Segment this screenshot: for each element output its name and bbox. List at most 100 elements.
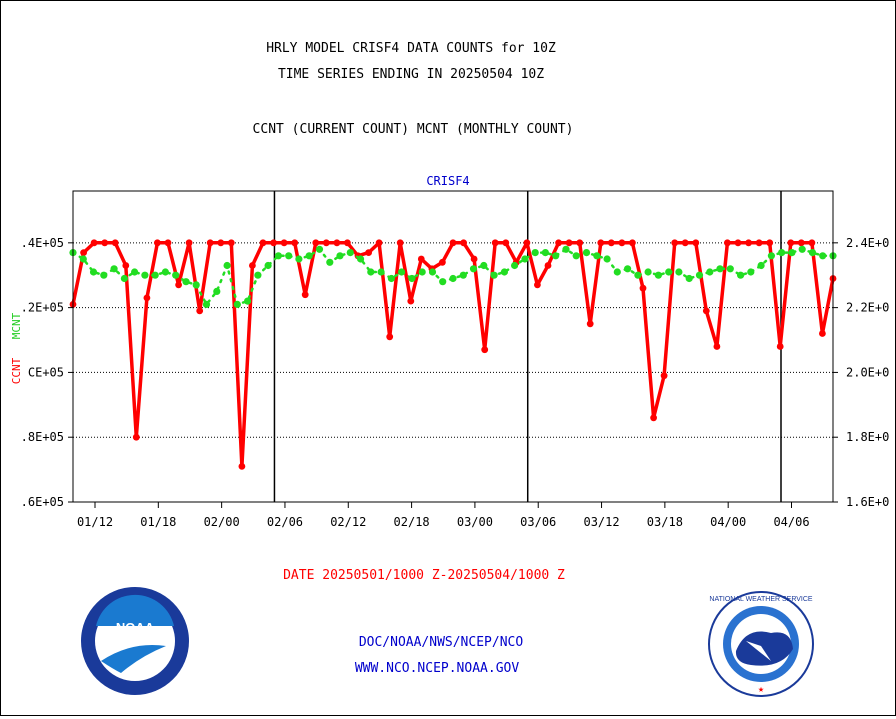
data-point-mcnt — [264, 261, 272, 270]
svg-text:NOAA: NOAA — [116, 620, 155, 635]
x-tick-label: 03/06 — [520, 515, 556, 529]
data-point-ccnt — [417, 255, 425, 263]
noaa-logo: NOAA — [81, 587, 189, 695]
data-point-ccnt — [143, 294, 151, 302]
data-point-mcnt — [377, 268, 385, 276]
chart-title-line2: TIME SERIES ENDING IN 20250504 10Z — [278, 67, 544, 82]
data-point-ccnt — [576, 239, 584, 247]
data-point-mcnt — [808, 249, 817, 257]
data-point-mcnt — [819, 252, 827, 260]
data-point-ccnt — [238, 463, 246, 470]
data-point-mcnt — [665, 268, 673, 276]
data-point-ccnt — [365, 249, 372, 256]
data-point-mcnt — [305, 252, 313, 260]
data-point-ccnt — [650, 414, 657, 422]
y-left-tick-label: .4E+05 — [21, 236, 64, 250]
data-point-ccnt — [724, 239, 731, 247]
data-point-mcnt — [521, 255, 529, 263]
y-right-tick-label: 2.2E+0 — [846, 301, 889, 315]
data-point-mcnt — [552, 252, 560, 260]
data-point-mcnt — [285, 252, 293, 260]
data-point-ccnt — [312, 239, 320, 247]
panel-title: CRISF4 — [426, 174, 469, 188]
data-point-ccnt — [111, 239, 119, 247]
y-axis-label-ccnt: CCNT — [10, 357, 23, 384]
data-point-mcnt — [192, 281, 200, 289]
data-point-ccnt — [132, 433, 140, 441]
data-point-ccnt — [185, 239, 193, 247]
data-point-ccnt — [375, 239, 383, 247]
data-point-ccnt — [618, 239, 626, 247]
svg-text:NATIONAL WEATHER SERVICE: NATIONAL WEATHER SERVICE — [709, 596, 813, 603]
data-point-ccnt — [280, 239, 288, 247]
data-point-ccnt — [523, 239, 531, 247]
data-point-mcnt — [141, 271, 149, 279]
data-point-ccnt — [217, 239, 225, 247]
y-left-tick-label: .6E+05 — [21, 495, 64, 509]
data-point-ccnt — [196, 307, 204, 315]
x-tick-label: 02/06 — [267, 515, 303, 529]
y-left-tick-label: CE+05 — [28, 365, 64, 379]
data-point-ccnt — [80, 249, 87, 256]
data-point-mcnt — [695, 271, 704, 279]
data-point-ccnt — [776, 343, 784, 350]
data-point-mcnt — [469, 265, 478, 273]
data-point-ccnt — [745, 239, 752, 247]
data-point-ccnt — [766, 239, 774, 247]
data-point-mcnt — [295, 255, 303, 263]
data-point-ccnt — [692, 239, 700, 247]
data-point-mcnt — [644, 268, 652, 276]
data-point-mcnt — [131, 268, 139, 276]
data-point-mcnt — [202, 300, 211, 308]
data-point-mcnt — [593, 252, 601, 260]
data-point-mcnt — [685, 274, 693, 283]
data-point-ccnt — [396, 239, 404, 247]
data-point-ccnt — [470, 255, 478, 263]
y-left-tick-label: .2E+05 — [21, 301, 64, 315]
data-point-ccnt — [407, 297, 415, 305]
data-point-ccnt — [259, 239, 267, 247]
data-point-ccnt — [787, 239, 795, 247]
data-point-ccnt — [386, 333, 394, 341]
footer-org: DOC/NOAA/NWS/NCEP/NCO — [359, 635, 524, 650]
data-point-mcnt — [706, 268, 714, 276]
data-point-mcnt — [100, 271, 108, 279]
data-point-ccnt — [681, 239, 689, 247]
data-point-mcnt — [654, 271, 663, 279]
data-point-mcnt — [788, 249, 796, 257]
y-right-tick-label: 1.8E+0 — [846, 430, 889, 444]
data-point-mcnt — [726, 265, 734, 273]
data-point-mcnt — [737, 271, 745, 279]
data-point-ccnt — [819, 330, 826, 337]
data-point-ccnt — [808, 239, 816, 247]
data-point-ccnt — [555, 239, 562, 247]
data-point-mcnt — [747, 268, 755, 276]
data-point-ccnt — [206, 239, 214, 247]
data-point-ccnt — [90, 239, 98, 247]
data-point-ccnt — [301, 291, 309, 299]
data-point-mcnt — [634, 271, 642, 279]
data-point-mcnt — [151, 271, 159, 279]
data-point-mcnt — [480, 261, 488, 270]
data-point-ccnt — [270, 239, 277, 247]
data-point-ccnt — [586, 320, 594, 328]
data-point-ccnt — [322, 239, 330, 247]
data-point-mcnt — [223, 261, 231, 270]
data-point-mcnt — [110, 265, 118, 273]
x-tick-label: 03/12 — [583, 515, 619, 529]
data-point-ccnt — [565, 239, 573, 247]
data-point-ccnt — [734, 239, 742, 247]
data-point-ccnt — [491, 239, 499, 247]
data-point-ccnt — [460, 239, 467, 247]
data-point-ccnt — [713, 343, 721, 350]
data-point-mcnt — [182, 278, 190, 286]
data-point-mcnt — [428, 268, 437, 276]
data-point-ccnt — [502, 239, 510, 247]
data-point-ccnt — [439, 258, 446, 266]
data-point-mcnt — [716, 265, 724, 273]
data-point-ccnt — [534, 281, 541, 289]
data-point-ccnt — [671, 239, 679, 247]
data-point-ccnt — [481, 346, 489, 354]
x-tick-label: 01/12 — [77, 515, 113, 529]
